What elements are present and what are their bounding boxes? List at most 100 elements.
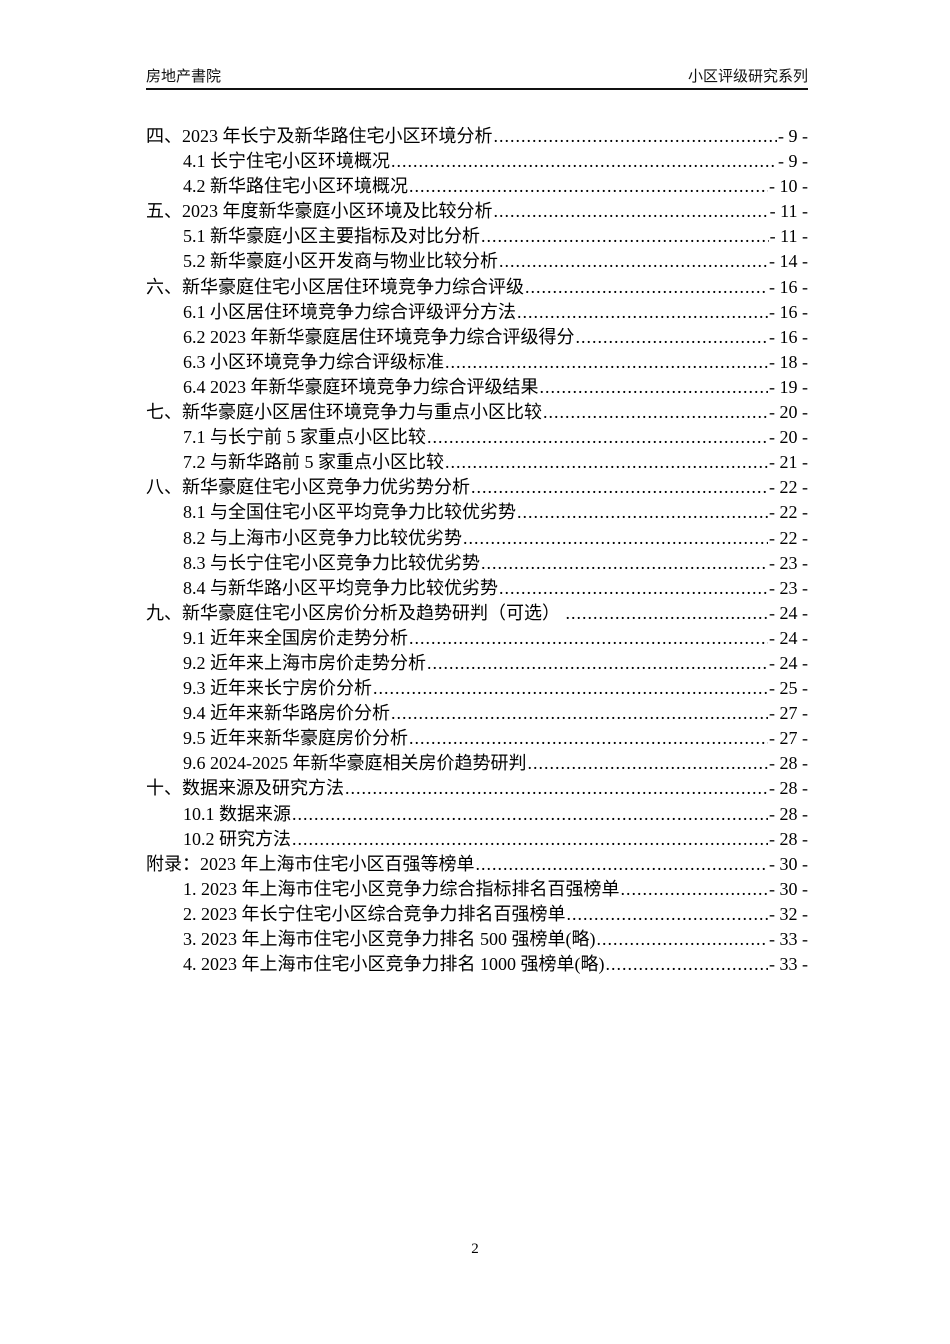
dot-leader <box>391 149 777 174</box>
dot-leader <box>576 325 769 350</box>
toc-entry-title: 五、2023 年度新华豪庭小区环境及比较分析 <box>146 201 493 222</box>
dot-leader <box>517 300 768 325</box>
toc-entry-page-number: - 14 - <box>769 251 808 272</box>
toc-entry[interactable]: 6.4 2023 年新华豪庭环境竞争力综合评级结果 - 19 - <box>146 375 808 400</box>
toc-entry-page-number: - 27 - <box>769 728 808 749</box>
toc-entry[interactable]: 七、新华豪庭小区居住环境竞争力与重点小区比较 - 20 - <box>146 400 808 425</box>
toc-entry-page-number: - 32 - <box>769 903 808 924</box>
toc-entry-page-number: - 20 - <box>769 427 808 448</box>
dot-leader <box>481 224 769 249</box>
toc-entry[interactable]: 10.1 数据来源 - 28 - <box>146 802 808 827</box>
toc-entry-page-number: - 27 - <box>769 703 808 724</box>
page-footer: 2 <box>0 1241 950 1258</box>
toc-entry-page-number: - 16 - <box>769 276 808 297</box>
toc-entry[interactable]: 四、2023 年长宁及新华路住宅小区环境分析 - 9 - <box>146 124 808 149</box>
toc-entry[interactable]: 3. 2023 年上海市住宅小区竞争力排名 500 强榜单(略) - 33 - <box>146 927 808 952</box>
dot-leader <box>427 651 768 676</box>
toc-entry-title: 10.1 数据来源 <box>183 803 291 824</box>
header-right-text: 小区评级研究系列 <box>687 68 808 85</box>
toc-entry-title: 十、数据来源及研究方法 <box>146 778 344 799</box>
dot-leader <box>481 551 768 576</box>
toc-entry-title: 8.2 与上海市小区竞争力比较优劣势 <box>183 527 462 548</box>
toc-entry-page-number: - 22 - <box>769 502 808 523</box>
toc-entry[interactable]: 六、新华豪庭住宅小区居住环境竞争力综合评级 - 16 - <box>146 275 808 300</box>
toc-entry-page-number: - 28 - <box>769 778 808 799</box>
toc-entry[interactable]: 九、新华豪庭住宅小区房价分析及趋势研判（可选） - 24 - <box>146 601 808 626</box>
toc-entry-page-number: - 9 - <box>778 151 808 172</box>
toc-entry[interactable]: 8.3 与长宁住宅小区竞争力比较优劣势 - 23 - <box>146 551 808 576</box>
toc-entry[interactable]: 4. 2023 年上海市住宅小区竞争力排名 1000 强榜单(略) - 33 - <box>146 952 808 977</box>
toc-entry[interactable]: 9.6 2024-2025 年新华豪庭相关房价趋势研判 - 28 - <box>146 751 808 776</box>
toc-entry[interactable]: 5.1 新华豪庭小区主要指标及对比分析 - 11 - <box>146 224 808 249</box>
toc-entry[interactable]: 1. 2023 年上海市住宅小区竞争力综合指标排名百强榜单 - 30 - <box>146 877 808 902</box>
toc-entry-page-number: - 11 - <box>769 201 808 222</box>
toc-entry-page-number: - 18 - <box>769 351 808 372</box>
toc-entry[interactable]: 9.5 近年来新华豪庭房价分析 - 27 - <box>146 726 808 751</box>
toc-entry-title: 七、新华豪庭小区居住环境竞争力与重点小区比较 <box>146 402 542 423</box>
toc-entry[interactable]: 8.4 与新华路小区平均竞争力比较优劣势 - 23 - <box>146 576 808 601</box>
toc-entry[interactable]: 7.1 与长宁前 5 家重点小区比较 - 20 - <box>146 425 808 450</box>
dot-leader <box>345 776 768 801</box>
dot-leader <box>391 701 768 726</box>
toc-entry-title: 九、新华豪庭住宅小区房价分析及趋势研判（可选） <box>146 602 565 623</box>
toc-entry[interactable]: 4.2 新华路住宅小区环境概况 - 10 - <box>146 174 808 199</box>
toc-entry[interactable]: 附录：2023 年上海市住宅小区百强等榜单 - 30 - <box>146 852 808 877</box>
toc-entry-title: 9.3 近年来长宁房价分析 <box>183 678 372 699</box>
dot-leader <box>409 174 768 199</box>
toc-entry[interactable]: 6.1 小区居住环境竞争力综合评级评分方法 - 16 - <box>146 300 808 325</box>
toc-entry[interactable]: 2. 2023 年长宁住宅小区综合竞争力排名百强榜单 - 32 - <box>146 902 808 927</box>
toc-entry-page-number: - 9 - <box>778 126 808 146</box>
toc-entry-title: 9.4 近年来新华路房价分析 <box>183 703 390 724</box>
toc-entry[interactable]: 10.2 研究方法 - 28 - <box>146 827 808 852</box>
dot-leader <box>292 827 768 852</box>
toc-entry[interactable]: 8.1 与全国住宅小区平均竞争力比较优劣势 - 22 - <box>146 500 808 525</box>
dot-leader <box>499 249 768 274</box>
dot-leader <box>494 199 769 224</box>
toc-entry-title: 9.2 近年来上海市房价走势分析 <box>183 652 426 673</box>
toc-entry[interactable]: 十、数据来源及研究方法 - 28 - <box>146 776 808 801</box>
dot-leader <box>409 626 768 651</box>
page-number: 2 <box>471 1241 479 1257</box>
toc-entry[interactable]: 9.4 近年来新华路房价分析 - 27 - <box>146 701 808 726</box>
toc-entry[interactable]: 5.2 新华豪庭小区开发商与物业比较分析 - 14 - <box>146 249 808 274</box>
dot-leader <box>409 726 768 751</box>
toc-entry-page-number: - 30 - <box>769 878 808 899</box>
toc-entry[interactable]: 9.3 近年来长宁房价分析 - 25 - <box>146 676 808 701</box>
dot-leader <box>517 500 768 525</box>
toc-entry-title: 9.1 近年来全国房价走势分析 <box>183 627 408 648</box>
toc-entry[interactable]: 9.2 近年来上海市房价走势分析 - 24 - <box>146 651 808 676</box>
toc-entry[interactable]: 8.2 与上海市小区竞争力比较优劣势 - 22 - <box>146 526 808 551</box>
toc-entry-page-number: - 28 - <box>769 828 808 849</box>
dot-leader <box>427 425 768 450</box>
dot-leader <box>566 601 769 626</box>
toc-entry-page-number: - 16 - <box>769 301 808 322</box>
toc-entry-title: 6.3 小区环境竞争力综合评级标准 <box>183 351 444 372</box>
toc-entry-title: 6.4 2023 年新华豪庭环境竞争力综合评级结果 <box>183 376 539 397</box>
toc-entry[interactable]: 4.1 长宁住宅小区环境概况 - 9 - <box>146 149 808 174</box>
toc-entry-title: 八、新华豪庭住宅小区竞争力优劣势分析 <box>146 477 470 498</box>
toc-entry-page-number: - 33 - <box>769 929 808 949</box>
toc-entry-page-number: - 21 - <box>769 452 808 473</box>
toc-entry-title: 4.2 新华路住宅小区环境概况 <box>183 176 408 197</box>
dot-leader <box>525 275 768 300</box>
toc-entry[interactable]: 五、2023 年度新华豪庭小区环境及比较分析 - 11 - <box>146 199 808 224</box>
dot-leader <box>597 927 769 952</box>
toc-entry-page-number: - 24 - <box>769 627 808 648</box>
toc-entry[interactable]: 6.3 小区环境竞争力综合评级标准 - 18 - <box>146 350 808 375</box>
toc-entry-title: 8.4 与新华路小区平均竞争力比较优劣势 <box>183 577 498 598</box>
toc-entry-title: 9.6 2024-2025 年新华豪庭相关房价趋势研判 <box>183 753 527 774</box>
dot-leader <box>373 676 768 701</box>
toc-entry-title: 7.2 与新华路前 5 家重点小区比较 <box>183 452 444 473</box>
toc-entry[interactable]: 9.1 近年来全国房价走势分析 - 24 - <box>146 626 808 651</box>
toc-entry[interactable]: 八、新华豪庭住宅小区竞争力优劣势分析 - 22 - <box>146 475 808 500</box>
toc-entry-page-number: - 16 - <box>769 326 808 347</box>
toc-entry-page-number: - 25 - <box>769 678 808 699</box>
toc-entry-title: 9.5 近年来新华豪庭房价分析 <box>183 728 408 749</box>
toc-entry[interactable]: 7.2 与新华路前 5 家重点小区比较 - 21 - <box>146 450 808 475</box>
toc-entry-page-number: - 33 - <box>769 954 808 975</box>
toc-entry[interactable]: 6.2 2023 年新华豪庭居住环境竞争力综合评级得分 - 16 - <box>146 325 808 350</box>
toc-entry-page-number: - 23 - <box>769 552 808 573</box>
toc-entry-title: 3. 2023 年上海市住宅小区竞争力排名 500 强榜单(略) <box>183 929 596 949</box>
dot-leader <box>499 576 768 601</box>
dot-leader <box>543 400 768 425</box>
